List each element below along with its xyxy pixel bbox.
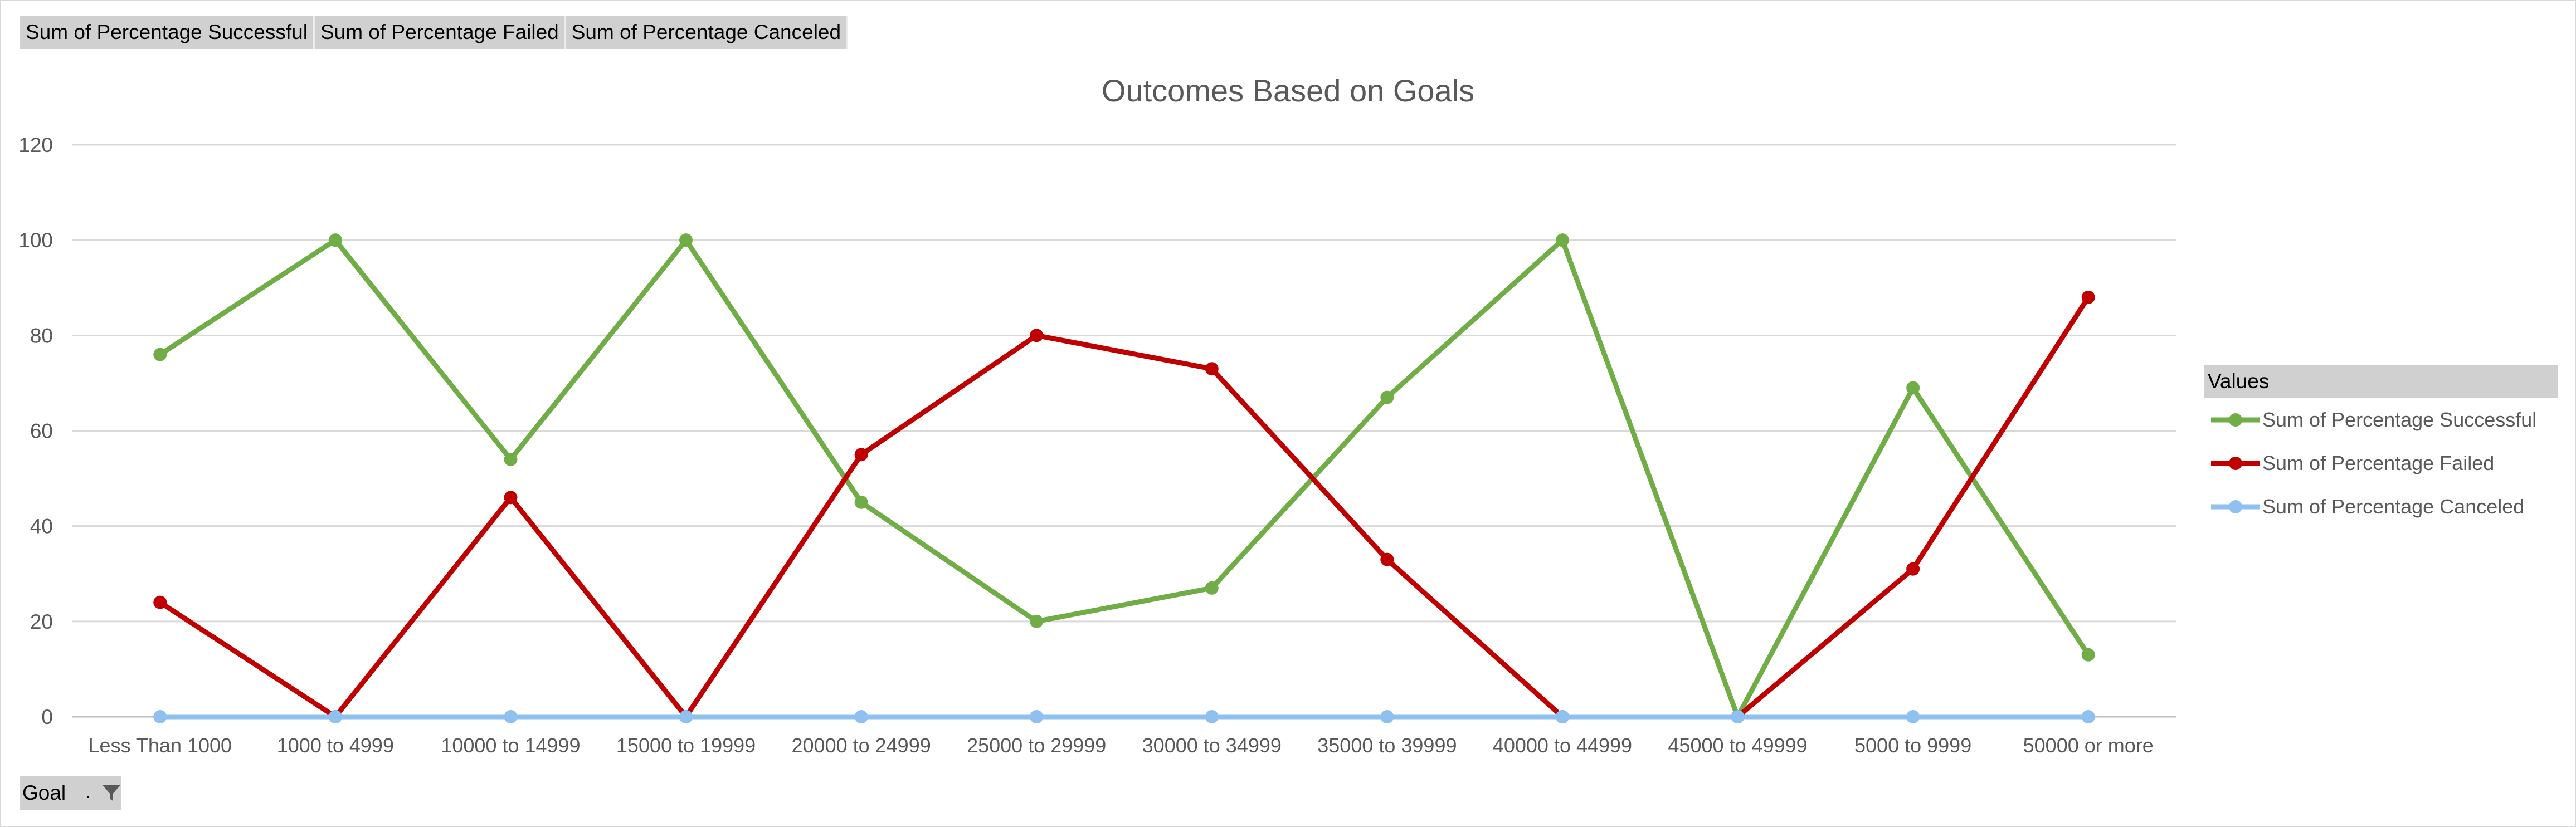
data-point[interactable] <box>854 448 868 462</box>
data-point[interactable] <box>504 491 518 505</box>
series-line-1[interactable] <box>157 295 2091 720</box>
data-point[interactable] <box>1906 381 1920 395</box>
data-point[interactable] <box>1380 552 1394 566</box>
dropdown-arrow-icon: . <box>85 784 90 802</box>
data-point[interactable] <box>504 452 518 466</box>
data-point[interactable] <box>1380 390 1394 404</box>
data-point[interactable] <box>1030 329 1044 342</box>
data-point[interactable] <box>1205 362 1219 376</box>
data-point[interactable] <box>328 233 342 247</box>
data-point[interactable] <box>2081 648 2095 662</box>
data-point[interactable] <box>1030 614 1044 628</box>
legend-swatch-marker <box>2229 500 2242 513</box>
filter-funnel-icon <box>102 785 121 801</box>
x-tick-label: 10000 to 14999 <box>441 734 580 757</box>
y-tick-label: 80 <box>30 324 53 347</box>
series-line-0[interactable] <box>157 237 2091 720</box>
y-tick-label: 20 <box>30 610 53 633</box>
legend-item-2[interactable]: Sum of Percentage Canceled <box>2204 485 2558 529</box>
data-point[interactable] <box>328 710 342 723</box>
chart-title: Outcomes Based on Goals <box>1101 73 1475 108</box>
legend-swatch <box>2211 413 2260 427</box>
data-point[interactable] <box>153 595 167 609</box>
data-point[interactable] <box>1906 710 1920 723</box>
data-point[interactable] <box>854 495 868 509</box>
x-tick-label: Less Than 1000 <box>89 734 232 757</box>
y-tick-label: 100 <box>18 229 53 252</box>
data-point[interactable] <box>1205 581 1219 595</box>
legend-swatch-marker <box>2229 457 2242 470</box>
legend-swatch <box>2211 457 2260 470</box>
data-point[interactable] <box>854 710 868 723</box>
data-point[interactable] <box>504 710 518 723</box>
data-point[interactable] <box>1731 710 1745 723</box>
value-field-buttons: Sum of Percentage Successful Sum of Perc… <box>20 16 849 49</box>
legend-title[interactable]: Values <box>2204 365 2558 398</box>
goal-label: Goal <box>22 781 66 804</box>
x-tick-label: 15000 to 19999 <box>616 734 756 757</box>
data-point[interactable] <box>153 710 167 723</box>
field-button-canceled[interactable]: Sum of Percentage Canceled <box>566 16 849 49</box>
legend-swatch <box>2211 500 2260 513</box>
x-tick-label: 5000 to 9999 <box>1854 734 1971 757</box>
field-button-successful[interactable]: Sum of Percentage Successful <box>20 16 315 49</box>
data-point[interactable] <box>2081 710 2095 723</box>
legend-item-1[interactable]: Sum of Percentage Failed <box>2204 442 2558 485</box>
data-point[interactable] <box>1030 710 1044 723</box>
legend-label: Sum of Percentage Failed <box>2262 452 2495 474</box>
x-tick-label: 1000 to 4999 <box>277 734 394 757</box>
y-tick-label: 120 <box>18 134 53 156</box>
y-tick-label: 60 <box>30 420 53 443</box>
x-tick-label: 25000 to 29999 <box>967 734 1106 757</box>
legend-label: Sum of Percentage Canceled <box>2262 495 2525 518</box>
x-tick-label: 30000 to 34999 <box>1142 734 1282 757</box>
field-button-failed[interactable]: Sum of Percentage Failed <box>314 16 566 49</box>
legend-item-0[interactable]: Sum of Percentage Successful <box>2204 398 2558 442</box>
y-tick-label: 40 <box>30 515 53 538</box>
x-tick-label: 20000 to 24999 <box>792 734 931 757</box>
legend-label: Sum of Percentage Successful <box>2262 408 2537 431</box>
data-point[interactable] <box>1555 233 1569 247</box>
y-tick-label: 0 <box>41 706 53 728</box>
data-point[interactable] <box>679 710 693 723</box>
data-point[interactable] <box>679 233 693 247</box>
x-tick-label: 40000 to 44999 <box>1493 734 1632 757</box>
data-point[interactable] <box>1555 710 1569 723</box>
goal-axis-field-button[interactable]: Goal . <box>20 776 121 810</box>
data-point[interactable] <box>1380 710 1394 723</box>
data-point[interactable] <box>1906 562 1920 576</box>
data-point[interactable] <box>1205 710 1219 723</box>
x-tick-label: 45000 to 49999 <box>1668 734 1807 757</box>
data-point[interactable] <box>2081 290 2095 304</box>
legend: Values Sum of Percentage Successful Sum o… <box>2204 365 2558 529</box>
legend-swatch-marker <box>2229 413 2242 427</box>
x-tick-label: 35000 to 39999 <box>1317 734 1457 757</box>
data-point[interactable] <box>153 348 167 361</box>
x-tick-label: 50000 or more <box>2023 734 2154 757</box>
